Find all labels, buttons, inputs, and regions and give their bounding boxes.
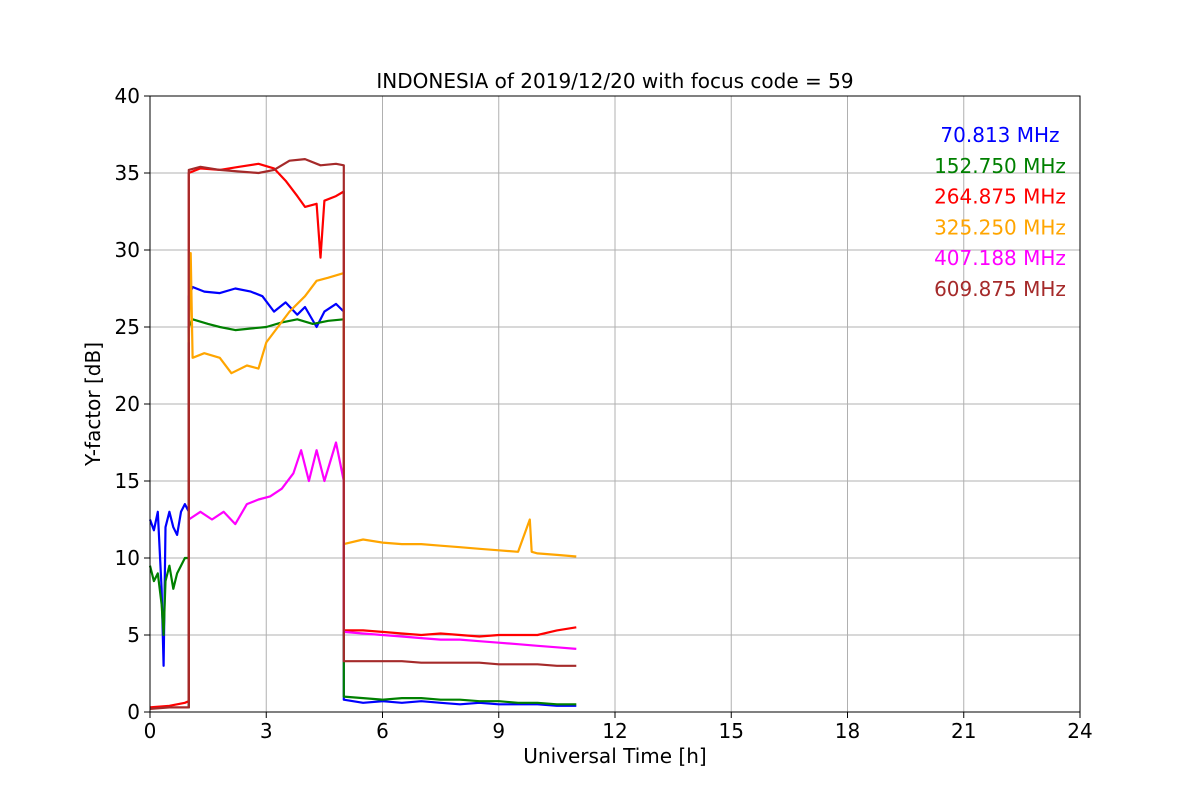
y-tick-label: 25 <box>115 315 140 339</box>
y-axis-label: Y-factor [dB] <box>81 342 105 467</box>
x-tick-label: 15 <box>719 719 744 743</box>
y-tick-label: 40 <box>115 84 140 108</box>
x-axis-label: Universal Time [h] <box>523 744 706 768</box>
y-tick-label: 20 <box>115 392 140 416</box>
legend-label-152-750-mhz: 152.750 MHz <box>934 154 1066 178</box>
series-line-152-750-mhz <box>148 318 577 709</box>
y-tick-label: 35 <box>115 161 140 185</box>
series-line-70-813-mhz <box>148 285 577 709</box>
legend-label-264-875-mhz: 264.875 MHz <box>934 185 1066 209</box>
y-tick-label: 10 <box>115 546 140 570</box>
series-line-264-875-mhz <box>149 162 577 709</box>
series-line-609-875-mhz <box>149 158 577 710</box>
x-tick-label: 21 <box>951 719 976 743</box>
legend-label-609-875-mhz: 609.875 MHz <box>934 277 1066 301</box>
legend-label-70-813-mhz: 70.813 MHz <box>940 123 1059 147</box>
x-tick-label: 6 <box>376 719 389 743</box>
x-tick-label: 9 <box>492 719 505 743</box>
y-tick-label: 15 <box>115 469 140 493</box>
x-tick-label: 18 <box>835 719 860 743</box>
x-tick-label: 3 <box>260 719 273 743</box>
y-tick-label: 5 <box>127 623 140 647</box>
chart-title: INDONESIA of 2019/12/20 with focus code … <box>376 69 853 93</box>
series-lines <box>148 158 577 710</box>
x-tick-label: 0 <box>144 719 157 743</box>
axes: 0 3 6 9 12 15 18 21 24 0 5 10 15 20 25 30 35 40 <box>115 84 1093 743</box>
legend: 70.813 MHz 152.750 MHz 264.875 MHz 325.250 … <box>934 123 1066 301</box>
series-line-407-188-mhz <box>188 441 577 650</box>
y-tick-label: 0 <box>127 700 140 724</box>
x-tick-label: 24 <box>1067 719 1092 743</box>
x-tick-label: 12 <box>602 719 627 743</box>
y-tick-label: 30 <box>115 238 140 262</box>
legend-label-407-188-mhz: 407.188 MHz <box>934 246 1066 270</box>
legend-label-325-250-mhz: 325.250 MHz <box>934 215 1066 239</box>
